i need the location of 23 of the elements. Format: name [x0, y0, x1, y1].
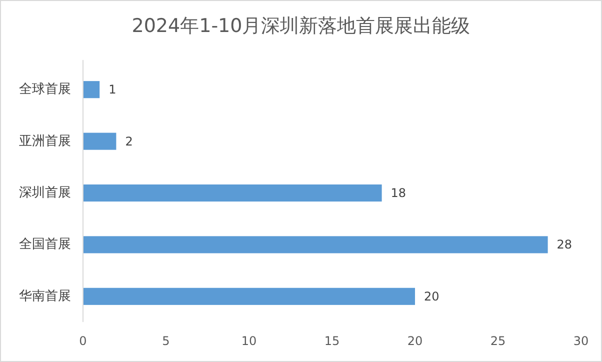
- y-tick-label: 深圳首展: [19, 186, 71, 200]
- x-tick-label: 10: [241, 334, 257, 348]
- x-tick-label: 0: [79, 334, 87, 348]
- y-tick-label: 亚洲首展: [19, 134, 71, 149]
- chart-title: 2024年1-10月深圳新落地首展展出能级: [132, 15, 470, 37]
- data-label: 18: [390, 186, 406, 200]
- y-tick-label: 全国首展: [19, 237, 71, 252]
- bar: [83, 236, 548, 254]
- data-label: 28: [556, 238, 572, 252]
- data-label: 20: [424, 289, 440, 304]
- bar: [83, 184, 382, 202]
- data-label: 1: [108, 82, 116, 97]
- x-tick-label: 30: [573, 334, 589, 348]
- bar: [83, 288, 415, 305]
- x-tick-label: 25: [490, 334, 506, 348]
- data-label: 2: [125, 134, 133, 148]
- x-tick-label: 15: [324, 334, 340, 348]
- x-tick-label: 5: [162, 334, 170, 348]
- bar: [83, 132, 116, 150]
- y-tick-label: 全球首展: [19, 82, 71, 98]
- x-tick-label: 20: [407, 334, 423, 348]
- y-tick-label: 华南首展: [19, 288, 71, 304]
- bar: [83, 81, 100, 98]
